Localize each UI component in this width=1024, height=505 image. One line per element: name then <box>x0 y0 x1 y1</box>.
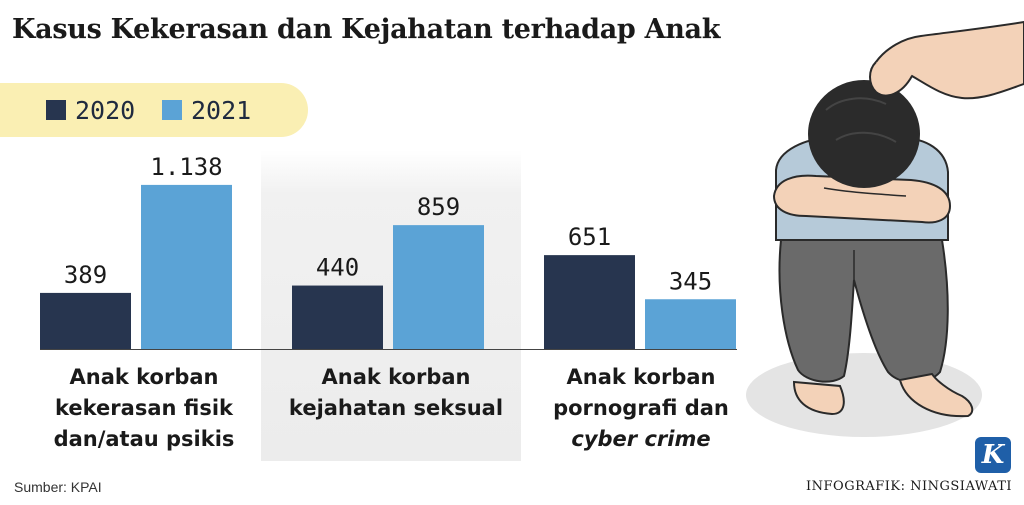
bar-2020-cat3 <box>544 255 635 349</box>
legend-label-2020: 2020 <box>75 95 136 125</box>
bar-2021-cat3 <box>645 299 736 349</box>
legend-label-2021: 2021 <box>191 95 252 125</box>
data-label-2021-cat2: 859 <box>417 193 460 221</box>
bar-2021-cat1 <box>141 184 232 349</box>
category-label-3: Anak korban pornografi dan cyber crime <box>521 362 761 455</box>
data-label-2020-cat1: 389 <box>64 261 107 289</box>
child-abuse-illustration <box>746 20 1024 437</box>
data-label-2021-cat3: 345 <box>669 267 712 295</box>
bar-2020-cat2 <box>292 285 383 349</box>
logo-letter: K <box>981 440 1005 470</box>
category-label-3-line2: pornografi dan <box>553 396 729 420</box>
data-label-2021-cat1: 1.138 <box>150 153 222 181</box>
bar-2020-cat1 <box>40 292 131 349</box>
category-label-1-line2: kekerasan fisik <box>55 396 233 420</box>
legend-swatch-2021 <box>162 100 182 120</box>
data-label-2020-cat3: 651 <box>568 223 611 251</box>
chart-title: Kasus Kekerasan dan Kejahatan terhadap A… <box>12 14 721 45</box>
category-label-1-line3: dan/atau psikis <box>53 427 235 451</box>
bar-chart: 389 1.138 440 859 651 345 <box>40 153 737 350</box>
bar-2021-cat2 <box>393 225 484 349</box>
kompas-logo-icon: K <box>975 437 1011 473</box>
infographic-credit: INFOGRAFIK: NINGSIAWATI <box>806 479 1012 494</box>
source-note: Sumber: KPAI <box>14 479 102 495</box>
legend-item-2020: 2020 <box>46 95 136 125</box>
legend: 2020 2021 <box>0 83 308 137</box>
category-label-3-line1: Anak korban <box>566 365 716 389</box>
category-label-1: Anak korban kekerasan fisik dan/atau psi… <box>24 362 264 455</box>
category-label-1-line1: Anak korban <box>69 365 219 389</box>
category-label-2-line2: kejahatan seksual <box>288 396 504 420</box>
data-label-2020-cat2: 440 <box>316 254 359 282</box>
legend-item-2021: 2021 <box>162 95 252 125</box>
category-label-3-line3: cyber crime <box>571 427 711 451</box>
category-label-2: Anak korban kejahatan seksual <box>276 362 516 424</box>
legend-swatch-2020 <box>46 100 66 120</box>
category-label-2-line1: Anak korban <box>321 365 471 389</box>
